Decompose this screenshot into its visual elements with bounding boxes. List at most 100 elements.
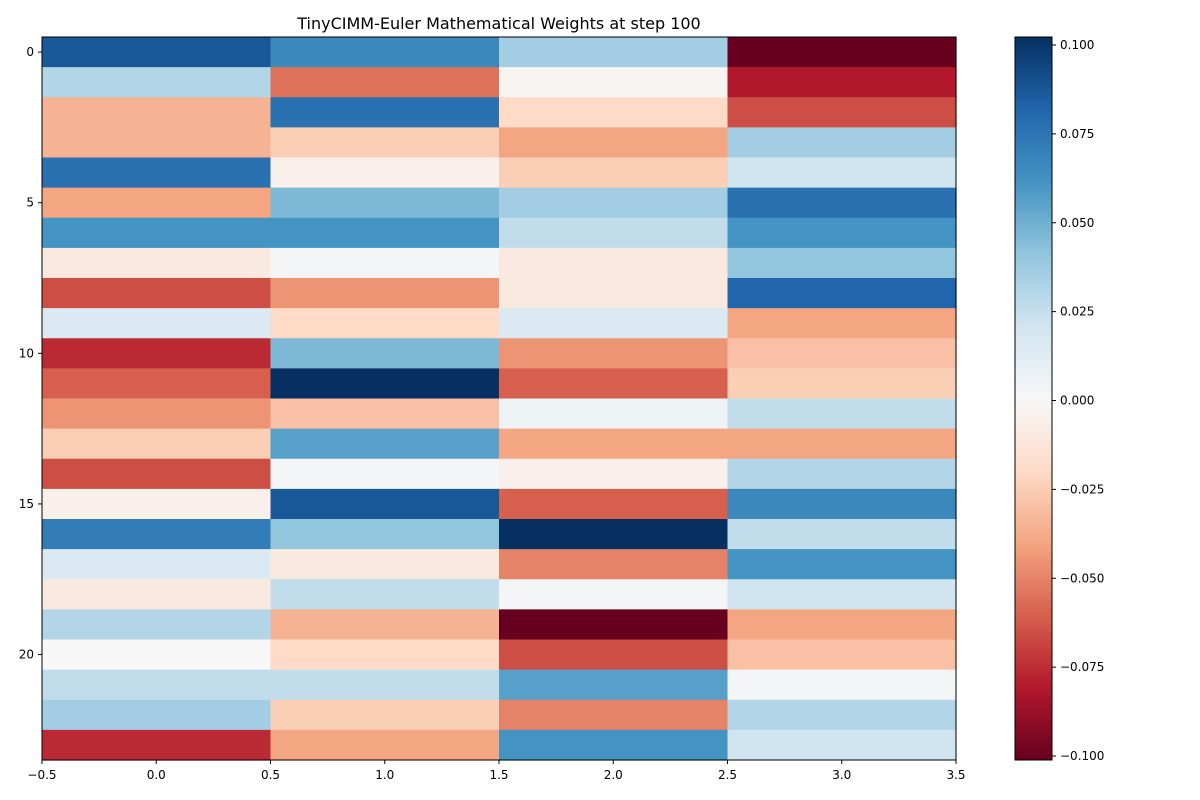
- heatmap-cell: [727, 127, 957, 159]
- heatmap-cell: [42, 579, 272, 610]
- heatmap-cell: [42, 157, 272, 189]
- heatmap-cell: [42, 67, 272, 98]
- chart-title: TinyCIMM-Euler Mathematical Weights at s…: [296, 14, 700, 33]
- y-tick-label: 15: [19, 497, 34, 511]
- heatmap-cell: [499, 67, 729, 98]
- heatmap-cell: [499, 729, 729, 761]
- heatmap-cell: [42, 398, 272, 430]
- heatmap-cell: [727, 699, 957, 731]
- heatmap-cell: [270, 579, 500, 610]
- x-tick-label: −0.5: [27, 768, 56, 782]
- heatmap-cell: [270, 127, 500, 159]
- x-tick-label: 3.0: [832, 768, 851, 782]
- heatmap-cell: [499, 428, 729, 460]
- heatmap-cell: [499, 157, 729, 189]
- colorbar-tick-label: 0.100: [1060, 38, 1094, 52]
- heatmap-cell: [42, 217, 272, 249]
- heatmap-cell: [270, 217, 500, 249]
- y-tick-label: 0: [26, 45, 34, 59]
- heatmap-cell: [499, 247, 729, 279]
- y-tick-label: 20: [19, 648, 34, 662]
- heatmap-cell: [499, 488, 729, 520]
- heatmap-cell: [42, 549, 272, 580]
- heatmap-cell: [270, 338, 500, 369]
- heatmap-cell: [499, 639, 729, 671]
- heatmap-cell: [727, 428, 957, 460]
- heatmap-cell: [270, 609, 500, 641]
- x-tick-label: 1.0: [375, 768, 394, 782]
- heatmap-cell: [270, 458, 500, 490]
- y-tick-label: 5: [26, 196, 34, 210]
- x-tick-label: 0.5: [261, 768, 280, 782]
- heatmap-cell: [727, 67, 957, 98]
- heatmap-cell: [727, 368, 957, 400]
- heatmap-cell: [727, 488, 957, 520]
- colorbar-tick-label: −0.075: [1060, 660, 1104, 674]
- heatmap-cell: [499, 127, 729, 159]
- heatmap-cell: [42, 247, 272, 279]
- colorbar: [1014, 36, 1053, 761]
- heatmap-cell: [270, 398, 500, 430]
- heatmap-cell: [499, 217, 729, 249]
- heatmap-cell: [727, 398, 957, 430]
- x-axis: −0.5 0.0 0.5 1.0 1.5 2.0 2.5 3.0 3.5: [27, 760, 966, 782]
- heatmap-cell: [270, 549, 500, 580]
- heatmap-cell: [499, 278, 729, 309]
- heatmap-cell: [270, 187, 500, 219]
- heatmap-cell: [42, 729, 272, 761]
- heatmap-cell: [42, 187, 272, 219]
- heatmap-cell: [42, 338, 272, 369]
- heatmap-cell: [727, 97, 957, 128]
- heatmap-cell: [42, 488, 272, 520]
- heatmap-cell: [727, 669, 957, 701]
- heatmap-cell: [270, 669, 500, 701]
- heatmap-cell: [270, 519, 500, 550]
- y-tick-label: 10: [19, 346, 34, 360]
- heatmap-cell: [270, 37, 500, 68]
- x-tick-label: 0.0: [147, 768, 166, 782]
- heatmap-cell: [499, 368, 729, 400]
- heatmap-cell: [727, 157, 957, 189]
- heatmap-cell: [499, 609, 729, 641]
- heatmap-cell: [42, 639, 272, 671]
- heatmap-cell: [499, 338, 729, 369]
- heatmap-cell: [270, 699, 500, 731]
- heatmap-cell: [270, 247, 500, 279]
- heatmap-cells: [42, 37, 957, 761]
- heatmap-cell: [499, 37, 729, 68]
- heatmap-cell: [727, 37, 957, 68]
- heatmap-cell: [270, 308, 500, 339]
- heatmap-cell: [42, 699, 272, 731]
- heatmap-cell: [42, 278, 272, 309]
- y-axis: 0 5 10 15 20: [19, 45, 42, 662]
- colorbar-axis: 0.100 0.075 0.050 0.025 0.000 −0.025 −0.050 −0.…: [1052, 38, 1104, 763]
- heatmap-cell: [270, 729, 500, 761]
- heatmap-cell: [42, 669, 272, 701]
- heatmap-cell: [270, 428, 500, 460]
- heatmap-cell: [727, 729, 957, 761]
- heatmap-cell: [727, 519, 957, 550]
- heatmap-cell: [499, 398, 729, 430]
- colorbar-tick-label: −0.025: [1060, 482, 1104, 496]
- colorbar-tick-label: −0.100: [1060, 749, 1104, 763]
- heatmap-cell: [42, 127, 272, 159]
- heatmap-cell: [727, 278, 957, 309]
- heatmap-cell: [727, 217, 957, 249]
- heatmap-cell: [270, 368, 500, 400]
- x-tick-label: 2.0: [604, 768, 623, 782]
- x-tick-label: 2.5: [718, 768, 737, 782]
- heatmap-cell: [270, 67, 500, 98]
- heatmap-cell: [727, 639, 957, 671]
- heatmap-cell: [270, 157, 500, 189]
- heatmap-cell: [42, 97, 272, 128]
- heatmap-cell: [42, 458, 272, 490]
- colorbar-tick-label: 0.025: [1060, 305, 1094, 319]
- heatmap-cell: [499, 519, 729, 550]
- colorbar-tick-label: 0.075: [1060, 127, 1094, 141]
- heatmap-cell: [42, 519, 272, 550]
- heatmap-cell: [499, 699, 729, 731]
- heatmap-cell: [42, 37, 272, 68]
- heatmap-cell: [499, 549, 729, 580]
- heatmap-cell: [727, 579, 957, 610]
